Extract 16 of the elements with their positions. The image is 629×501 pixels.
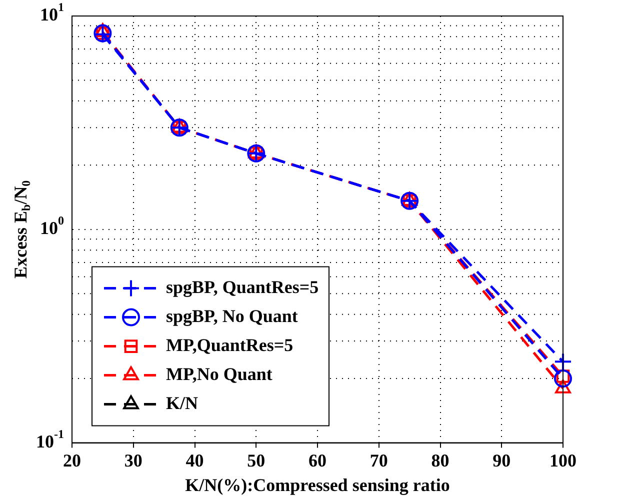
y-axis-title: Excess Eb/N0 xyxy=(10,180,34,278)
x-tick-label: 80 xyxy=(431,450,450,470)
x-tick-label: 100 xyxy=(550,450,576,470)
x-tick-label: 20 xyxy=(63,450,81,470)
x-tick-label: 30 xyxy=(124,450,142,470)
legend-label: MP,QuantRes=5 xyxy=(166,334,294,355)
x-tick-label: 70 xyxy=(370,450,388,470)
legend-label: K/N xyxy=(166,392,198,413)
x-axis-title: K/N(%):Compressed sensing ratio xyxy=(185,474,450,495)
legend-label: spgBP, No Quant xyxy=(166,306,298,326)
legend-label: MP,No Quant xyxy=(166,364,272,384)
x-tick-label: 60 xyxy=(308,450,326,470)
x-tick-label: 50 xyxy=(247,450,266,470)
x-tick-label: 40 xyxy=(186,450,204,470)
legend-label: spgBP, QuantRes=5 xyxy=(166,276,319,297)
x-tick-label: 90 xyxy=(492,450,511,470)
